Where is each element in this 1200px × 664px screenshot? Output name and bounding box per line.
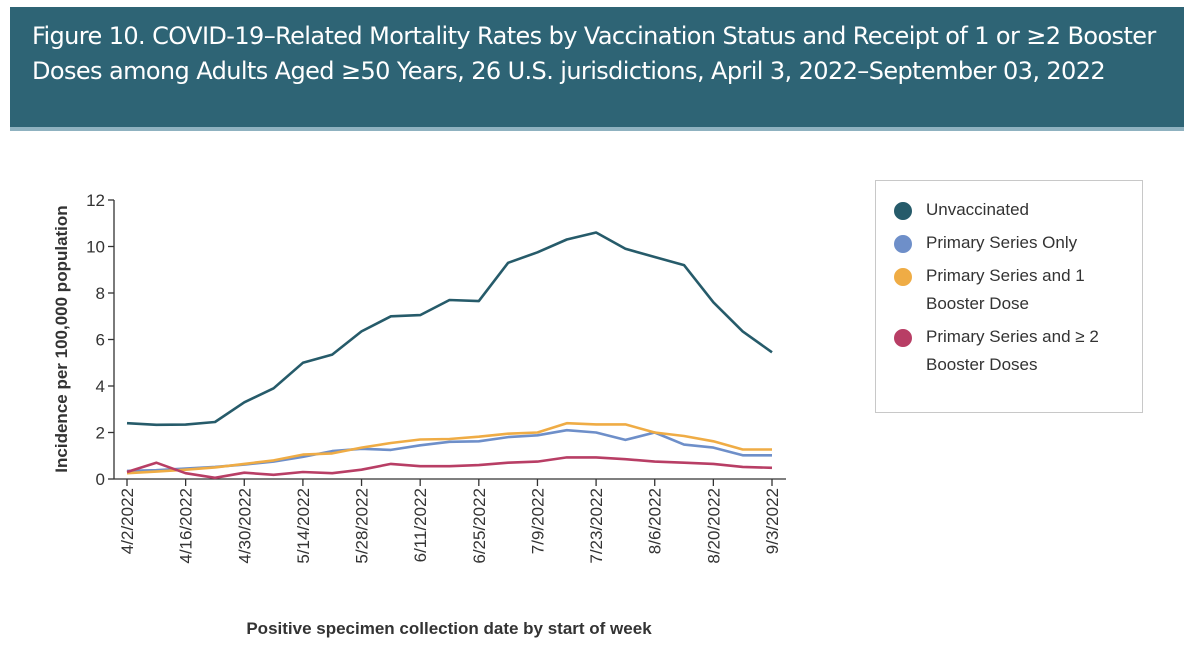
legend-label: Unvaccinated (926, 200, 1030, 219)
y-axis-title: Incidence per 100,000 population (52, 205, 71, 472)
series-line-primary-series-only (126, 428, 772, 473)
y-tick-label: 6 (96, 331, 105, 350)
x-tick-label: 4/16/2022 (177, 488, 196, 564)
x-tick-label: 6/25/2022 (470, 488, 489, 564)
x-axis: 4/2/2022 4/16/2022 4/30/2022 5/14/2022 5/28/… (114, 478, 786, 564)
x-tick-label: 4/30/2022 (235, 488, 254, 564)
legend-swatch-icon (894, 268, 912, 286)
series-line-primary-series-and-1-booster-dose (126, 421, 772, 475)
legend-item-primary-series-only[interactable]: Primary Series Only (894, 233, 1142, 257)
y-axis: 0 2 4 6 8 10 12 (86, 191, 115, 489)
y-tick-label: 12 (86, 191, 105, 210)
figure-title: Figure 10. COVID-19–Related Mortality Ra… (32, 22, 1156, 85)
x-axis-title: Positive specimen collection date by sta… (246, 619, 652, 638)
y-tick-label: 2 (96, 424, 105, 443)
figure-header: Figure 10. COVID-19–Related Mortality Ra… (10, 7, 1184, 131)
legend-swatch-icon (894, 202, 912, 220)
legend-label: Primary Series and 1 Booster Dose (926, 266, 1085, 313)
y-tick-label: 8 (96, 284, 105, 303)
series-lines (126, 231, 773, 480)
x-tick-label: 9/3/2022 (763, 488, 782, 554)
x-tick-label: 7/9/2022 (528, 488, 547, 554)
x-tick-label: 5/14/2022 (294, 488, 313, 564)
line-chart: 0 2 4 6 8 10 12 4/2/2022 4/16/2022 4/30/2022 5/14… (52, 191, 786, 638)
x-tick-label: 5/28/2022 (353, 488, 372, 564)
y-tick-label: 0 (96, 470, 105, 489)
legend-item-one-booster[interactable]: Primary Series and 1 Booster Dose (894, 266, 1142, 318)
series-line-unvaccinated (126, 231, 773, 427)
legend-item-unvaccinated[interactable]: Unvaccinated (894, 200, 1142, 224)
x-tick-label: 8/6/2022 (646, 488, 665, 554)
legend-item-two-plus-boosters[interactable]: Primary Series and ≥ 2 Booster Doses (894, 327, 1142, 379)
legend-swatch-icon (894, 235, 912, 253)
x-tick-label: 6/11/2022 (411, 488, 430, 562)
x-tick-label: 4/2/2022 (118, 488, 137, 554)
y-tick-label: 4 (96, 377, 105, 396)
x-tick-label: 8/20/2022 (704, 488, 723, 564)
y-tick-label: 10 (86, 238, 105, 257)
x-tick-label: 7/23/2022 (587, 488, 606, 564)
series-line-primary-series-and-2-booster-doses (126, 456, 773, 480)
legend-swatch-icon (894, 329, 912, 347)
legend-label: Primary Series Only (926, 233, 1078, 252)
legend-label: Primary Series and ≥ 2 Booster Doses (926, 327, 1099, 374)
chart-legend: Unvaccinated Primary Series Only Primary… (875, 180, 1143, 413)
